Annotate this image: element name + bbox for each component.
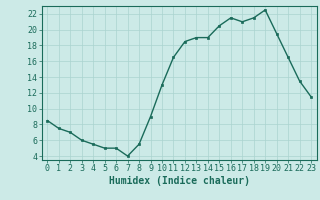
X-axis label: Humidex (Indice chaleur): Humidex (Indice chaleur) (109, 176, 250, 186)
